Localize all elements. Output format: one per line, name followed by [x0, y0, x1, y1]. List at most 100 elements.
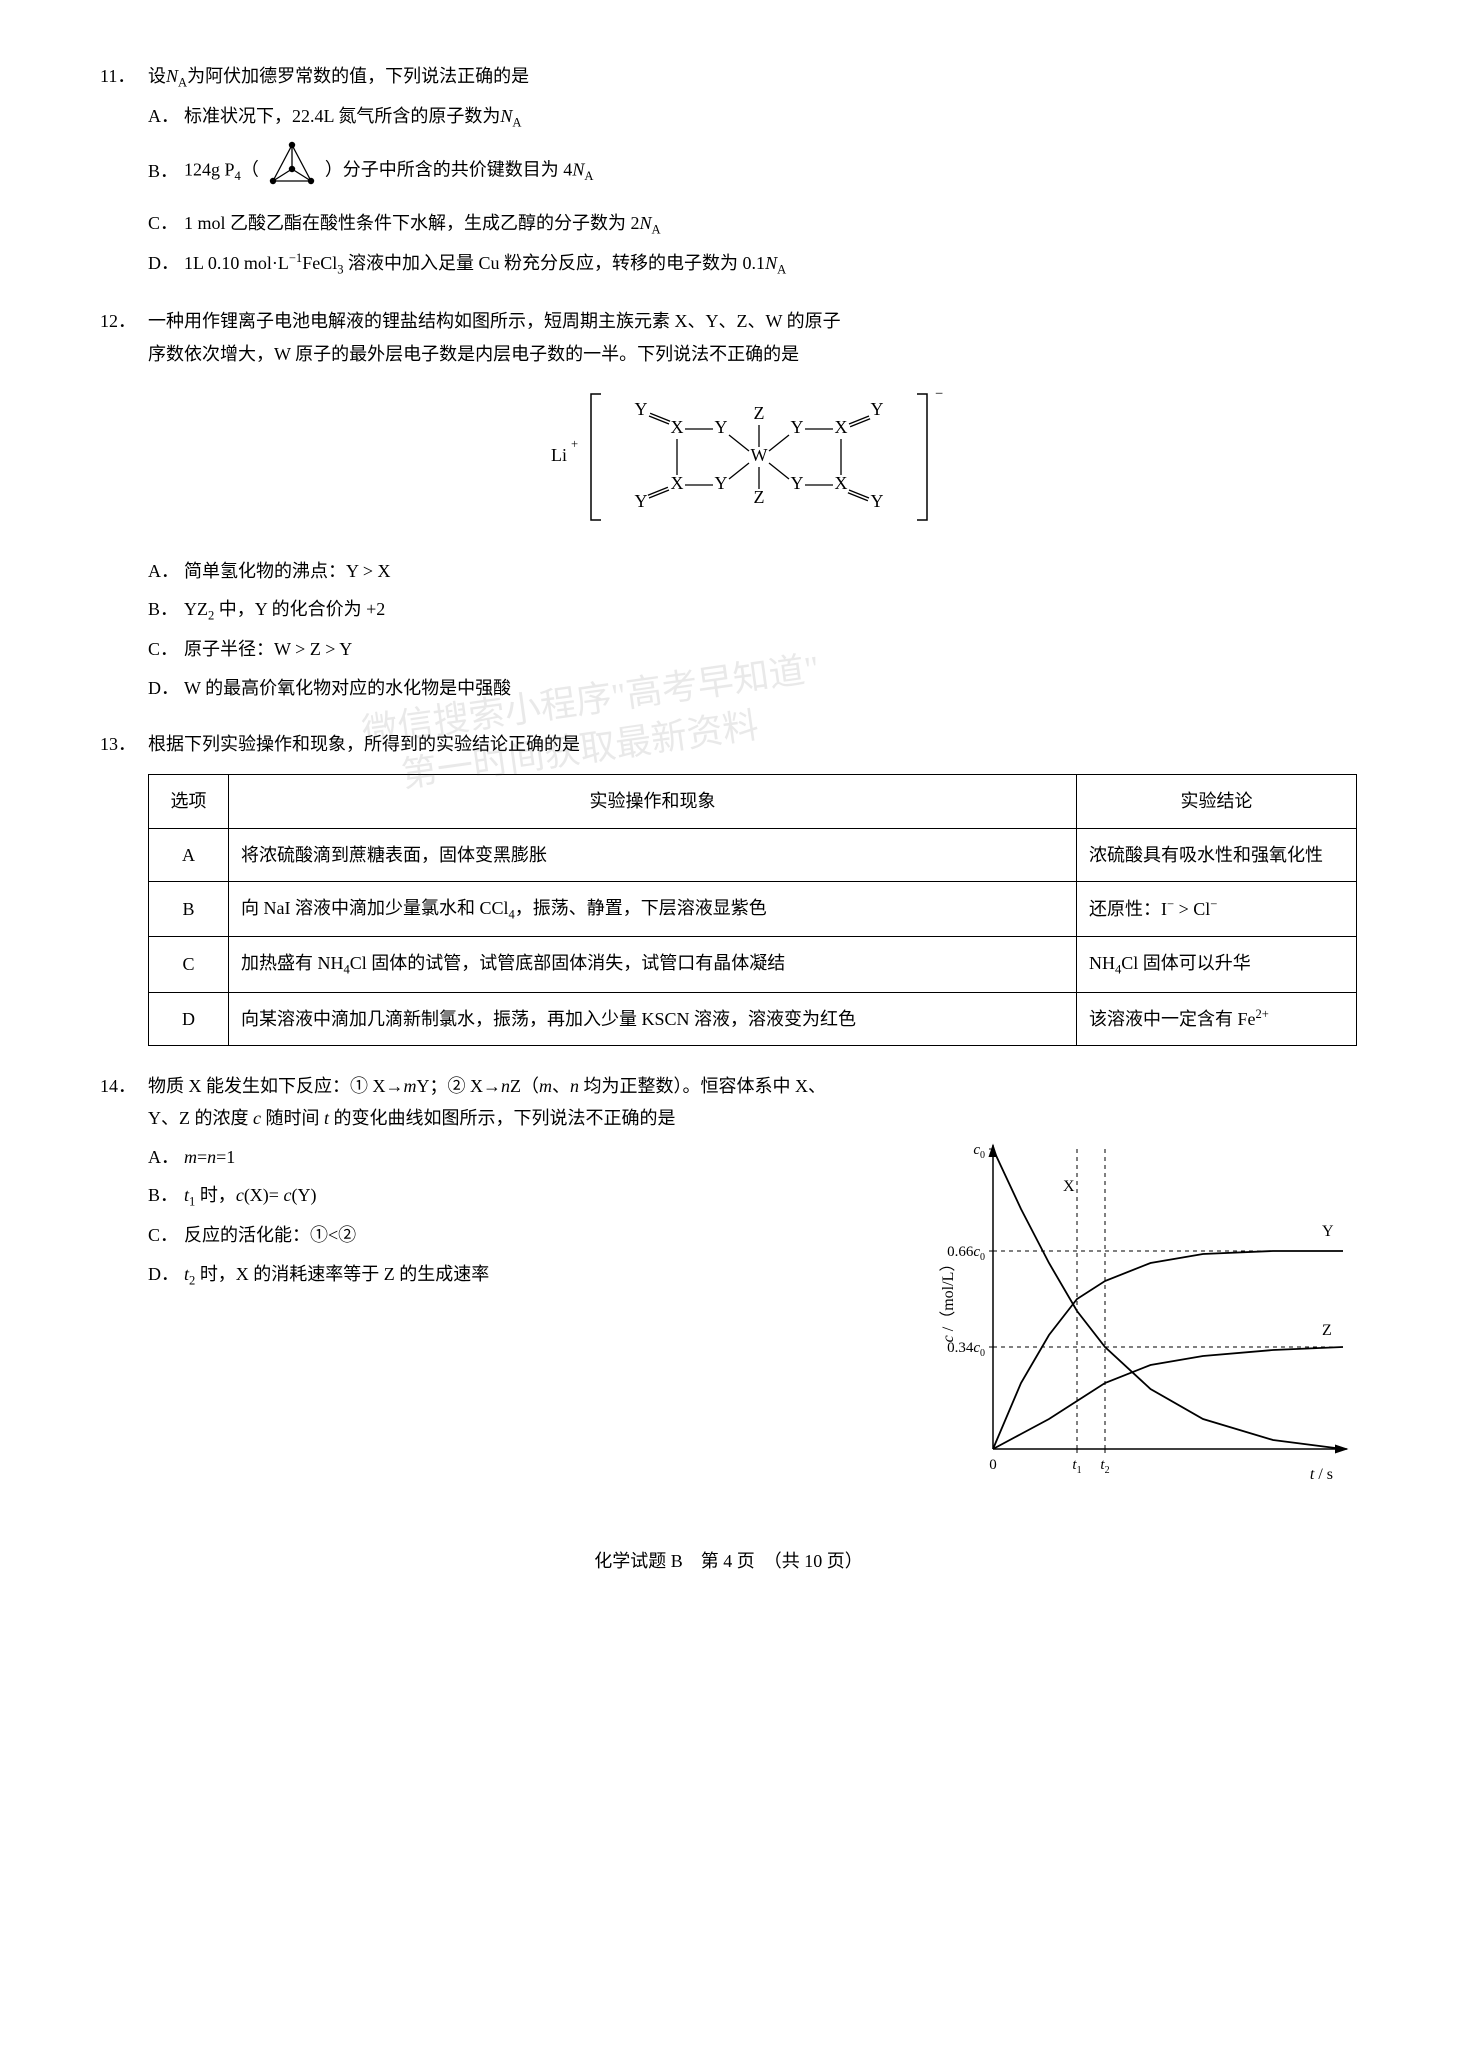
row-operation: 向 NaI 溶液中滴加少量氯水和 CCl4，振荡、静置，下层溶液显紫色: [229, 882, 1077, 937]
q12-d-label: D．: [148, 672, 184, 704]
q14-d-main: 时，X 的消耗速率等于 Z 的生成速率: [195, 1264, 489, 1284]
q14-s1-after: 均为正整数）。恒容体系中 X、: [579, 1076, 826, 1096]
row-conclusion: NH4Cl 固体可以升华: [1077, 937, 1357, 992]
row-operation: 加热盛有 NH4Cl 固体的试管，试管底部固体消失，试管口有晶体凝结: [229, 937, 1077, 992]
q12-options: A． 简单氢化物的沸点：Y > X B． YZ2 中，Y 的化合价为 +2 C．…: [148, 555, 1357, 704]
svg-text:Z: Z: [753, 403, 764, 423]
q14-s2-c: c: [253, 1108, 261, 1128]
q14-body: A． m=n=1 B． t1 时，c(X)= c(Y) C． 反应的活化能：①<…: [100, 1135, 1357, 1505]
q12-stem2: 序数依次增大，W 原子的最外层电子数是内层电子数的一半。下列说法不正确的是: [148, 344, 799, 364]
p4-tetrahedron-icon: [265, 141, 319, 201]
q12-stem1: 一种用作锂离子电池电解液的锂盐结构如图所示，短周期主族元素 X、Y、Z、W 的原…: [148, 311, 841, 331]
q11-a-n: N: [500, 106, 512, 126]
q11-c-sub: A: [652, 222, 661, 236]
table-header-row: 选项 实验操作和现象 实验结论: [149, 775, 1357, 828]
row-conclusion: 浓硫酸具有吸水性和强氧化性: [1077, 828, 1357, 881]
q11-a-label: A．: [148, 100, 184, 132]
q14-text: 物质 X 能发生如下反应：① X→mY；② X→nZ（m、n 均为正整数）。恒容…: [148, 1070, 1357, 1135]
q11-stem-after: 为阿伏加德罗常数的值，下列说法正确的是: [187, 66, 529, 86]
q14-a-text: m=n=1: [184, 1141, 913, 1173]
table-row: D向某溶液中滴加几滴新制氯水，振荡，再加入少量 KSCN 溶液，溶液变为红色该溶…: [149, 992, 1357, 1045]
svg-text:Y: Y: [870, 491, 883, 511]
svg-text:X: X: [834, 473, 847, 493]
concentration-time-chart: c /（mol/L）t / sc00.66c00.34c00t1t2XYZ: [937, 1135, 1357, 1495]
svg-text:Li: Li: [551, 445, 567, 465]
svg-text:X: X: [670, 417, 683, 437]
svg-text:Y: Y: [1322, 1223, 1334, 1240]
q14-a-eq1: =: [197, 1147, 207, 1167]
col-header-option: 选项: [149, 775, 229, 828]
q14-b-py: (Y): [291, 1185, 316, 1205]
q11-c-main: 1 mol 乙酸乙酯在酸性条件下水解，生成乙醇的分子数为 2: [184, 213, 640, 233]
q11-na-sub: A: [178, 76, 187, 90]
q11-b-label: B．: [148, 155, 184, 187]
q11-c-text: 1 mol 乙酸乙酯在酸性条件下水解，生成乙醇的分子数为 2NA: [184, 207, 1357, 241]
svg-text:t2: t2: [1100, 1457, 1109, 1476]
q12-structure-diagram: Li+−WZZYYYYXYXYXYXY: [100, 382, 1357, 542]
q14-s2-before: Y、Z 的浓度: [148, 1108, 253, 1128]
q13-table: 选项 实验操作和现象 实验结论 A将浓硫酸滴到蔗糖表面，固体变黑膨胀浓硫酸具有吸…: [148, 774, 1357, 1046]
q13-number: 13．: [100, 728, 148, 760]
q14-number: 14．: [100, 1070, 148, 1135]
q14-b-mid: 时，: [195, 1185, 236, 1205]
svg-text:X: X: [834, 417, 847, 437]
q11-option-a: A． 标准状况下，22.4L 氮气所含的原子数为NA: [148, 100, 1357, 134]
q12-stem: 12． 一种用作锂离子电池电解液的锂盐结构如图所示，短周期主族元素 X、Y、Z、…: [100, 305, 1357, 370]
q11-number: 11．: [100, 60, 148, 94]
q14-s1-mid1: Y；② X→: [417, 1076, 502, 1096]
q12-option-c: C． 原子半径：W > Z > Y: [148, 633, 1357, 665]
q13-stem: 13． 根据下列实验操作和现象，所得到的实验结论正确的是: [100, 728, 1357, 760]
question-13: 微信搜索小程序"高考早知道" 第一时间获取最新资料 13． 根据下列实验操作和现…: [100, 728, 1357, 1046]
q14-s1-n2: n: [570, 1076, 579, 1096]
q11-b-mid1: （: [241, 159, 259, 179]
q11-na: N: [166, 66, 178, 86]
question-14: 14． 物质 X 能发生如下反应：① X→mY；② X→nZ（m、n 均为正整数…: [100, 1070, 1357, 1505]
row-conclusion: 还原性：I− > Cl−: [1077, 882, 1357, 937]
q11-a-text: 标准状况下，22.4L 氮气所含的原子数为NA: [184, 100, 1357, 134]
q11-d-after: 溶液中加入足量 Cu 粉充分反应，转移的电子数为 0.1: [344, 253, 766, 273]
question-12: 12． 一种用作锂离子电池电解液的锂盐结构如图所示，短周期主族元素 X、Y、Z、…: [100, 305, 1357, 704]
svg-text:+: +: [571, 437, 578, 451]
q11-d-before: 1L 0.10 mol·L: [184, 253, 289, 273]
q12-number: 12．: [100, 305, 148, 370]
q11-b-before: 124g P: [184, 159, 235, 179]
row-operation: 向某溶液中滴加几滴新制氯水，振荡，再加入少量 KSCN 溶液，溶液变为红色: [229, 992, 1077, 1045]
q11-options: A． 标准状况下，22.4L 氮气所含的原子数为NA B． 124g P4（）分…: [148, 100, 1357, 281]
q11-option-d: D． 1L 0.10 mol·L−1FeCl3 溶液中加入足量 Cu 粉充分反应…: [148, 247, 1357, 281]
svg-text:Y: Y: [790, 417, 803, 437]
q14-s1-n: n: [501, 1076, 510, 1096]
svg-text:X: X: [670, 473, 683, 493]
q11-d-n: N: [765, 253, 777, 273]
q11-d-sup: −1: [289, 251, 302, 265]
svg-text:0: 0: [989, 1457, 997, 1473]
q11-stem-before: 设: [148, 66, 166, 86]
row-option: A: [149, 828, 229, 881]
q12-d-text: W 的最高价氧化物对应的水化物是中强酸: [184, 672, 1357, 704]
q13-text: 根据下列实验操作和现象，所得到的实验结论正确的是: [148, 728, 1357, 760]
q14-a-label: A．: [148, 1141, 184, 1173]
q14-option-a: A． m=n=1: [148, 1141, 913, 1173]
q12-b-before: YZ: [184, 599, 208, 619]
row-option: C: [149, 937, 229, 992]
svg-text:Y: Y: [790, 473, 803, 493]
q14-option-b: B． t1 时，c(X)= c(Y): [148, 1179, 913, 1213]
q14-s2-mid: 随时间: [261, 1108, 324, 1128]
col-header-operation: 实验操作和现象: [229, 775, 1077, 828]
q11-b-sub: A: [584, 168, 593, 182]
svg-text:−: −: [935, 386, 943, 402]
q12-b-text: YZ2 中，Y 的化合价为 +2: [184, 593, 1357, 627]
q14-b-label: B．: [148, 1179, 184, 1211]
q11-d-label: D．: [148, 247, 184, 279]
page-footer: 化学试题 B 第 4 页 （共 10 页）: [100, 1545, 1357, 1577]
q11-option-c: C． 1 mol 乙酸乙酯在酸性条件下水解，生成乙醇的分子数为 2NA: [148, 207, 1357, 241]
q11-text: 设NA为阿伏加德罗常数的值，下列说法正确的是: [148, 60, 1357, 94]
q11-a-sub: A: [512, 116, 521, 130]
question-11: 11． 设NA为阿伏加德罗常数的值，下列说法正确的是 A． 标准状况下，22.4…: [100, 60, 1357, 281]
svg-text:Y: Y: [634, 491, 647, 511]
q14-s1-comma: 、: [552, 1076, 570, 1096]
q14-d-text: t2 时，X 的消耗速率等于 Z 的生成速率: [184, 1258, 913, 1292]
q14-b-cx: c: [236, 1185, 244, 1205]
svg-text:Y: Y: [870, 399, 883, 419]
q11-c-label: C．: [148, 207, 184, 239]
table-row: B向 NaI 溶液中滴加少量氯水和 CCl4，振荡、静置，下层溶液显紫色还原性：…: [149, 882, 1357, 937]
